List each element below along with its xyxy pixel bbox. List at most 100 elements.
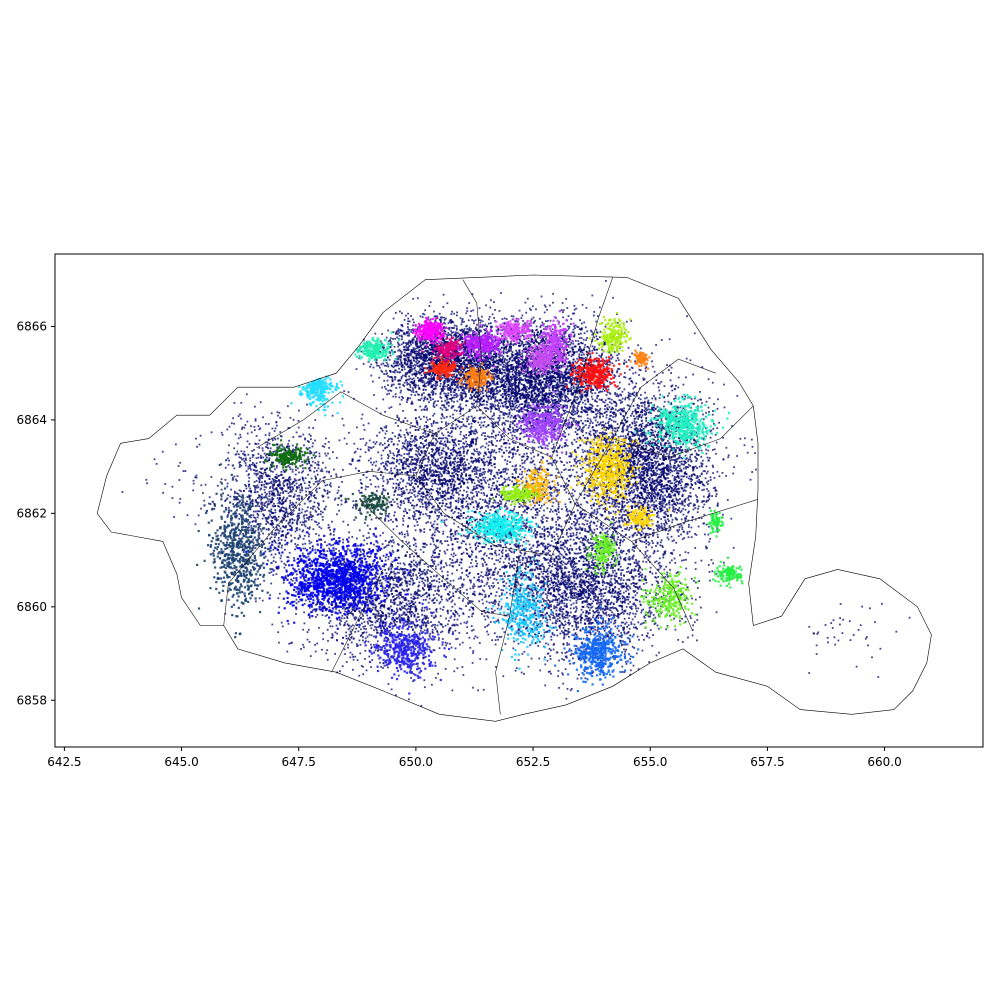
data-point <box>483 416 486 419</box>
data-point <box>500 434 502 437</box>
data-point <box>667 530 670 532</box>
data-point <box>614 408 617 411</box>
data-point <box>488 395 491 397</box>
data-point <box>517 352 520 354</box>
data-point <box>649 492 651 494</box>
data-point <box>489 358 492 361</box>
data-point <box>544 396 547 399</box>
data-point <box>508 349 510 352</box>
data-point <box>523 400 526 403</box>
data-point <box>542 403 545 406</box>
data-point <box>603 373 606 375</box>
data-point <box>530 406 532 409</box>
data-point <box>519 443 521 446</box>
data-point <box>648 463 651 466</box>
data-point <box>547 371 550 373</box>
data-point <box>514 382 517 384</box>
data-point <box>450 400 453 402</box>
data-point <box>722 561 725 564</box>
data-point <box>673 510 676 513</box>
data-point <box>515 369 518 371</box>
data-point <box>593 528 596 531</box>
data-point <box>582 386 585 389</box>
data-point <box>659 476 662 479</box>
data-point <box>513 424 516 427</box>
data-point <box>638 424 641 427</box>
data-point <box>521 394 524 397</box>
data-point <box>667 477 669 479</box>
data-point <box>583 391 586 394</box>
data-point <box>544 383 547 386</box>
data-point <box>503 344 505 346</box>
data-point <box>550 395 553 398</box>
data-point <box>604 432 607 435</box>
data-point <box>572 404 575 407</box>
data-point <box>535 376 538 379</box>
data-point <box>522 323 525 326</box>
data-point <box>544 341 546 344</box>
data-point <box>545 375 548 378</box>
data-point <box>561 355 564 358</box>
data-point <box>564 359 567 362</box>
data-point <box>644 367 647 370</box>
data-point <box>538 392 541 395</box>
data-point <box>560 351 562 354</box>
data-point <box>571 376 574 379</box>
data-point <box>530 399 532 402</box>
data-point <box>499 390 501 392</box>
data-point <box>678 465 681 467</box>
data-point <box>501 365 504 368</box>
data-point <box>556 454 559 457</box>
data-point <box>568 325 571 328</box>
data-point <box>587 437 589 440</box>
data-point <box>581 411 583 414</box>
data-point <box>507 393 510 396</box>
data-point <box>487 397 490 400</box>
data-point <box>552 395 554 398</box>
data-point <box>619 399 622 402</box>
data-point <box>498 414 501 417</box>
data-point <box>596 338 599 341</box>
data-point <box>571 403 574 405</box>
data-point <box>600 355 602 358</box>
data-point <box>530 340 533 342</box>
data-point <box>634 532 637 534</box>
data-point <box>622 513 624 516</box>
data-point <box>642 505 645 508</box>
data-point <box>559 397 562 399</box>
data-point <box>597 315 599 317</box>
data-point <box>504 385 507 388</box>
data-point <box>524 364 526 366</box>
data-point <box>541 400 544 402</box>
data-point <box>524 396 526 398</box>
data-point <box>700 464 703 467</box>
data-point <box>525 388 527 390</box>
data-point <box>572 352 575 355</box>
data-point <box>496 392 498 395</box>
data-point <box>715 493 718 495</box>
data-point <box>496 333 499 336</box>
data-point <box>578 355 580 358</box>
data-point <box>611 502 613 505</box>
data-point <box>511 354 514 357</box>
data-point <box>554 390 557 393</box>
data-point <box>562 316 564 319</box>
data-point <box>677 406 679 409</box>
data-point <box>502 413 505 416</box>
data-point <box>550 380 553 383</box>
data-point <box>552 376 555 379</box>
data-point <box>574 431 577 433</box>
data-point <box>618 409 620 412</box>
data-point <box>628 355 631 358</box>
data-point <box>618 471 621 473</box>
data-point <box>512 344 515 347</box>
data-point <box>641 506 644 509</box>
data-point <box>506 350 509 353</box>
data-point <box>572 312 574 315</box>
data-point <box>686 532 689 535</box>
data-point <box>472 309 475 312</box>
data-point <box>549 401 552 403</box>
data-point <box>564 330 567 333</box>
data-point <box>504 364 507 367</box>
data-point <box>562 407 564 409</box>
